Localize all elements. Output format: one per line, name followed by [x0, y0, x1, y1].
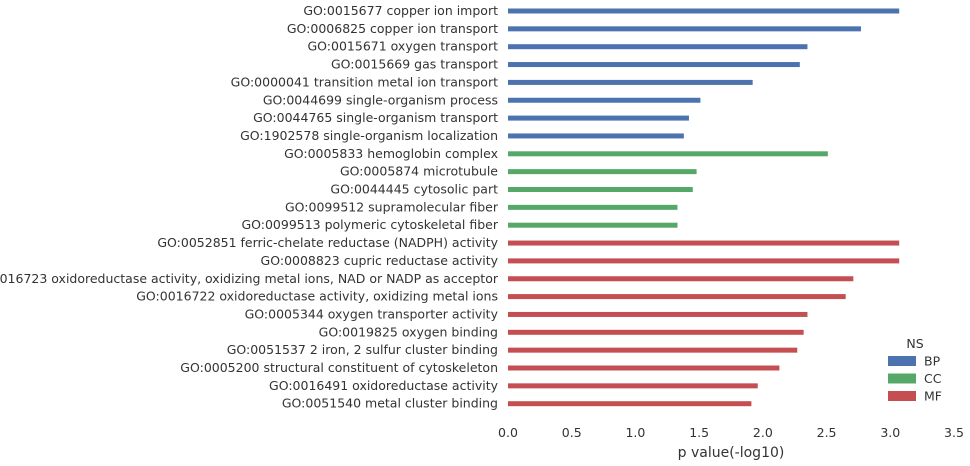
bar-cc [508, 169, 697, 175]
x-tick-label: 2.0 [753, 425, 773, 440]
bar-bp [508, 44, 808, 50]
x-tick-label: 3.0 [880, 425, 900, 440]
bar-bp [508, 62, 800, 68]
legend-swatch-mf [888, 391, 916, 401]
bar-cc [508, 151, 828, 157]
x-tick-label: 2.5 [817, 425, 837, 440]
legend-title: NS [906, 336, 923, 351]
category-label: GO:0005833 hemoglobin complex [284, 146, 498, 161]
category-label: GO:0052851 ferric-chelate reductase (NAD… [157, 235, 498, 250]
bars [508, 8, 900, 407]
legend-label-mf: MF [924, 389, 942, 404]
bar-mf [508, 329, 804, 335]
category-label: GO:1902578 single-organism localization [240, 128, 498, 143]
bar-bp [508, 8, 900, 14]
category-label: GO:0000041 transition metal ion transpor… [231, 74, 498, 89]
bar-mf [508, 240, 900, 246]
bar-bp [508, 79, 753, 85]
bar-cc [508, 187, 693, 192]
bar-cc [508, 204, 678, 210]
bar-mf [508, 258, 900, 264]
category-label: GO:0044765 single-organism transport [253, 110, 498, 125]
category-label: GO:0016491 oxidoreductase activity [269, 378, 499, 393]
category-label: GO:0015677 copper ion import [303, 3, 498, 18]
legend-swatch-cc [888, 373, 916, 384]
legend-label-bp: BP [924, 354, 941, 369]
category-label: GO:0005874 microtubule [340, 164, 498, 179]
x-tick-label: 3.5 [944, 425, 964, 440]
category-label: GO:0006825 copper ion transport [287, 21, 498, 36]
x-tick-label: 1.5 [689, 425, 709, 440]
category-label: GO:0016722 oxidoreductase activity, oxid… [136, 289, 498, 304]
x-tick-label: 1.0 [625, 425, 645, 440]
category-label: GO:0099512 supramolecular fiber [285, 199, 499, 214]
legend-label-cc: CC [924, 371, 942, 386]
x-tick-label: 0.5 [562, 425, 582, 440]
legend: NS BP CC MF [888, 336, 942, 404]
legend-swatch-bp [888, 356, 916, 366]
x-axis-ticks: 0.0 0.5 1.0 1.5 2.0 2.5 3.0 3.5 [498, 425, 964, 440]
bar-mf [508, 294, 846, 300]
category-label: GO:0044699 single-organism process [263, 92, 498, 107]
category-labels: GO:0015677 copper ion import GO:0006825 c… [0, 3, 499, 411]
category-label: GO:0099513 polymeric cytoskeletal fiber [241, 217, 498, 232]
bar-mf [508, 365, 780, 371]
bar-bp [508, 97, 701, 103]
category-label: GO:0051537 2 iron, 2 sulfur cluster bind… [227, 342, 498, 357]
category-label: GO:0005200 structural constituent of cyt… [180, 360, 498, 375]
category-label: GO:0019825 oxygen binding [319, 324, 498, 339]
category-label: GO:0051540 metal cluster binding [282, 396, 498, 411]
category-label: GO:0005344 oxygen transporter activity [245, 306, 499, 321]
category-label: GO:0016723 oxidoreductase activity, oxid… [0, 271, 499, 286]
bar-bp [508, 133, 684, 139]
category-label: GO:0015671 oxygen transport [308, 39, 499, 54]
bar-mf [508, 347, 798, 353]
category-label: GO:0008823 cupric reductase activity [261, 253, 499, 268]
bar-mf [508, 276, 854, 282]
category-label: GO:0015669 gas transport [331, 57, 498, 72]
bar-mf [508, 401, 752, 407]
bar-bp [508, 26, 861, 32]
x-tick-label: 0.0 [498, 425, 518, 440]
bar-cc [508, 222, 678, 228]
bar-mf [508, 311, 808, 317]
x-axis-title: p value(-log10) [678, 445, 785, 461]
bar-mf [508, 383, 758, 389]
category-label: GO:0044445 cytosolic part [330, 182, 498, 197]
bar-bp [508, 115, 689, 121]
